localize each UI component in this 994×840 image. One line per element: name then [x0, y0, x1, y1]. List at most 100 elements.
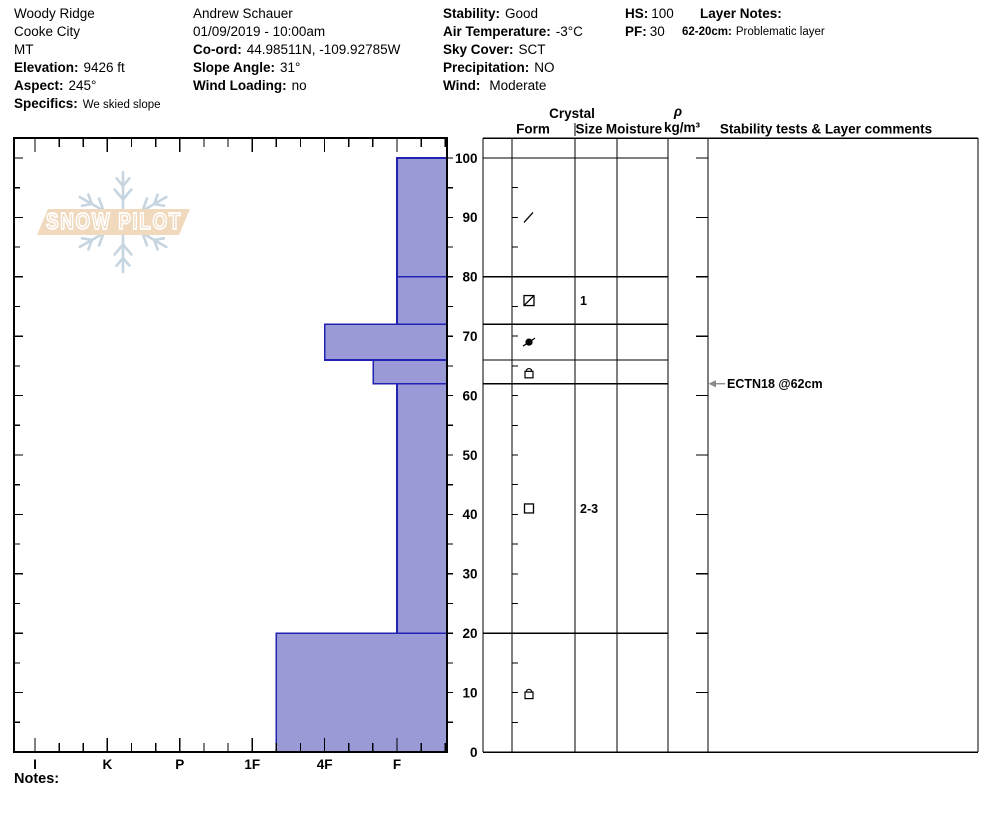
- stability-value: Good: [505, 6, 539, 21]
- plot-border: [13, 137, 448, 753]
- flake-branch: [113, 243, 125, 256]
- slash: [522, 337, 536, 347]
- flake-branch: [121, 177, 131, 188]
- air-temp-label: Air Temperature:: [443, 24, 551, 39]
- depth-axis-label: 30: [462, 567, 477, 582]
- df-slash-icon: [523, 211, 534, 223]
- lock-arc: [525, 368, 533, 372]
- square: [523, 503, 535, 514]
- crystal-form-symbol-open-square: [523, 503, 535, 514]
- aspect-label: Aspect:: [14, 78, 64, 93]
- elevation-value: 9426 ft: [83, 60, 125, 75]
- hs-value: 100: [651, 6, 674, 21]
- depth-axis-label: 40: [462, 507, 477, 522]
- snowpack-totals: HS: 100 PF: 30: [625, 5, 674, 41]
- crystal-form-symbol-cup-lock: [524, 368, 534, 379]
- depth-axis-label: 80: [462, 270, 477, 285]
- flake-branch: [87, 193, 94, 206]
- pf-label: PF:: [625, 24, 647, 39]
- flake-branch: [152, 193, 159, 206]
- site-city: Cooke City: [14, 24, 81, 39]
- flake-branch: [141, 197, 149, 213]
- depth-axis-label: 10: [462, 685, 477, 700]
- flake-branch: [152, 202, 166, 208]
- flake-branch: [80, 236, 94, 242]
- coord-value: 44.98511N, -109.92785W: [246, 42, 401, 57]
- snowpilot-logo: [37, 170, 190, 274]
- hardness-bar-layer: [323, 323, 448, 361]
- hardness-bar-layer: [396, 157, 448, 278]
- crystal-form-symbol-df-slash: [523, 211, 534, 223]
- square: [523, 294, 535, 307]
- crystal-size-value: 2-3: [580, 502, 598, 516]
- pf-value: 30: [649, 24, 665, 39]
- wind-label: Wind:: [443, 78, 481, 93]
- hs-label: HS:: [625, 6, 649, 21]
- site-name: Woody Ridge: [14, 6, 95, 21]
- flake-branch: [152, 238, 159, 251]
- hardness-bar-layer: [396, 382, 448, 634]
- layer-note-text: Problematic layer: [735, 26, 825, 38]
- flake-branch: [121, 256, 131, 267]
- site-info: Woody Ridge Cooke City MT Elevation: 9426…: [14, 5, 161, 113]
- flake-branch: [115, 177, 125, 188]
- hardness-bar-layer: [372, 359, 448, 385]
- hardness-bar-layer: [275, 632, 448, 753]
- density-unit-header: kg/m³: [664, 120, 701, 135]
- diagonal: [523, 295, 535, 307]
- specifics-value: We skied slope: [82, 99, 161, 111]
- flake-branch: [141, 231, 149, 247]
- depth-axis-label: 70: [462, 329, 477, 344]
- wind-value: Moderate: [489, 78, 547, 93]
- logo-text: SNOW PILOT: [46, 208, 182, 234]
- observation-datetime: 01/09/2019 - 10:00am: [193, 24, 326, 39]
- stability-test-label: ECTN18 @62cm: [727, 377, 823, 391]
- hardness-bar-layer: [396, 275, 448, 326]
- flake-branch: [97, 197, 105, 213]
- hardness-axis-label: I: [33, 757, 37, 772]
- flake-branch: [152, 236, 166, 242]
- notes-label: Notes:: [14, 771, 59, 787]
- slope-angle-label: Slope Angle:: [193, 60, 276, 75]
- layer-notes: Layer Notes: 62-20cm: Problematic layer: [682, 5, 825, 41]
- sky-cover-value: SCT: [518, 42, 546, 57]
- hardness-axis-label: F: [393, 757, 401, 772]
- test-arrow-head: [708, 380, 716, 388]
- flake-branch: [113, 188, 125, 201]
- elevation-label: Elevation:: [14, 60, 79, 75]
- crystal-form-symbol-square-diagonal: [523, 294, 535, 307]
- moisture-header: Moisture: [606, 122, 663, 137]
- depth-axis-label: 50: [462, 448, 477, 463]
- wind-loading-value: no: [291, 78, 307, 93]
- crystal-header: Crystal: [549, 106, 595, 121]
- lock-body: [524, 370, 534, 379]
- aspect-value: 245°: [68, 78, 97, 93]
- observer-info: Andrew Schauer 01/09/2019 - 10:00am Co-o…: [193, 5, 400, 95]
- crystal-form-symbol-filled-circle-slash: [522, 337, 536, 347]
- hardness-axis-label: 1F: [244, 757, 260, 772]
- lock-body: [524, 691, 534, 700]
- crystal-form-symbol-cup-lock: [524, 688, 534, 700]
- depth-axis-label: 90: [462, 210, 477, 225]
- depth-axis-label: 60: [462, 388, 477, 403]
- specifics-label: Specifics:: [14, 96, 78, 111]
- slope-angle-value: 31°: [280, 60, 301, 75]
- air-temp-value: -3°C: [555, 24, 583, 39]
- sky-cover-label: Sky Cover:: [443, 42, 514, 57]
- depth-axis-label: 0: [470, 745, 478, 760]
- site-state: MT: [14, 42, 34, 57]
- depth-axis-label: 100: [455, 151, 478, 166]
- conditions-info: Stability: Good Air Temperature: -3°C Sky …: [443, 5, 583, 95]
- wind-loading-label: Wind Loading:: [193, 78, 287, 93]
- coord-label: Co-ord:: [193, 42, 242, 57]
- flake-branch: [80, 202, 94, 208]
- layer-note-range: 62-20cm:: [682, 26, 732, 38]
- flake-branch: [121, 188, 133, 201]
- lock-arc: [525, 688, 533, 693]
- form-header: Form: [516, 122, 550, 137]
- layer-notes-title: Layer Notes:: [700, 6, 782, 21]
- flake-branch: [121, 243, 133, 256]
- stability-label: Stability:: [443, 6, 501, 21]
